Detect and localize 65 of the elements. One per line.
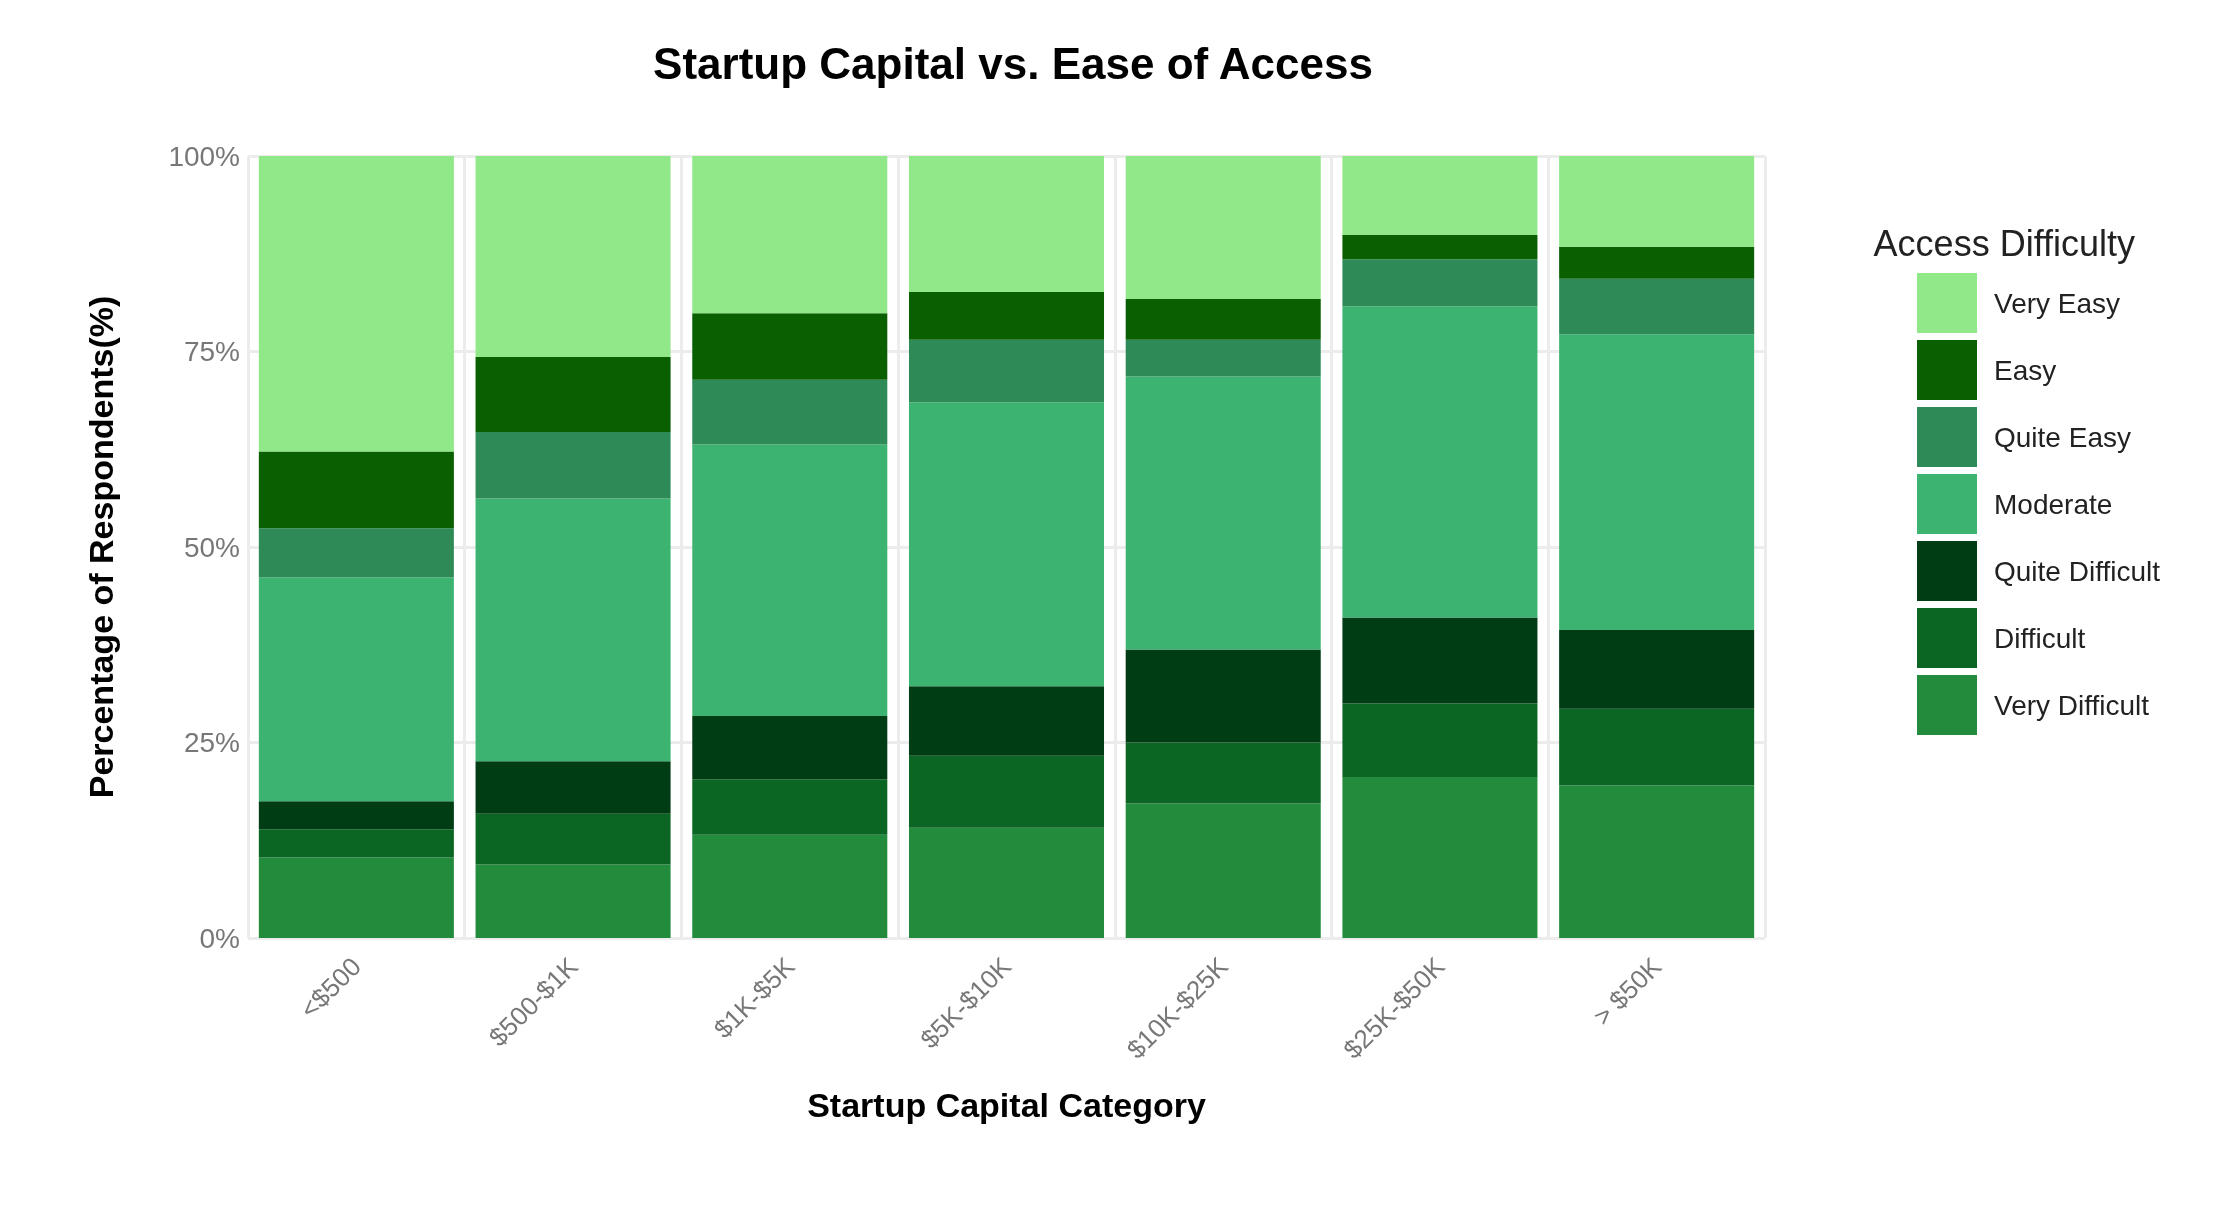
bar	[1125, 803, 1321, 938]
bar	[1342, 259, 1538, 307]
y-tick-label: 100%	[168, 140, 240, 172]
bar	[692, 313, 888, 380]
bar	[908, 402, 1105, 687]
bar	[475, 761, 671, 814]
bar	[692, 379, 888, 445]
bar	[908, 156, 1105, 293]
y-tick-label: 50%	[183, 531, 240, 563]
bar	[1559, 334, 1755, 630]
bar	[258, 829, 454, 858]
legend-label: Very Easy	[1994, 287, 2121, 319]
bar	[475, 864, 671, 938]
bar	[1125, 376, 1321, 650]
bar	[1559, 708, 1755, 786]
bar	[908, 339, 1105, 403]
bar	[1125, 156, 1321, 300]
legend-label: Difficult	[1994, 622, 2086, 654]
bar	[1125, 649, 1321, 743]
bar	[475, 356, 671, 433]
legend-label: Quite Difficult	[1994, 555, 2161, 587]
bar	[1342, 776, 1538, 938]
bar	[475, 498, 671, 762]
bar	[1342, 617, 1538, 704]
legend-label: Moderate	[1994, 488, 2113, 520]
legend-label: Very Difficult	[1994, 689, 2150, 721]
bar	[258, 857, 454, 938]
bar	[908, 755, 1105, 828]
bar	[908, 827, 1105, 938]
bar	[1342, 156, 1538, 235]
bar	[908, 686, 1105, 756]
bar	[908, 292, 1105, 340]
bar	[1559, 785, 1755, 938]
bar	[1342, 306, 1538, 618]
y-tick-label: 25%	[183, 727, 240, 758]
bar	[1342, 234, 1538, 260]
bar	[258, 528, 454, 578]
bar	[1559, 278, 1755, 335]
bar	[692, 156, 888, 314]
bar	[258, 577, 454, 802]
y-tick-label: 75%	[183, 336, 240, 367]
bar	[1125, 299, 1321, 340]
bar	[258, 801, 454, 830]
bar	[692, 779, 888, 835]
y-axis-title: Percentage of Respondents(%)	[82, 295, 120, 799]
bar	[692, 715, 888, 780]
legend-label: Easy	[1994, 354, 2057, 386]
bar	[1559, 156, 1755, 247]
bar	[475, 432, 671, 499]
bar	[692, 444, 888, 716]
bar	[1125, 742, 1321, 804]
chart-title: Startup Capital vs. Ease of Access	[653, 38, 1373, 88]
bar	[258, 451, 454, 529]
bar	[475, 813, 671, 865]
bar	[475, 156, 671, 357]
bar	[1342, 703, 1538, 777]
bar	[692, 834, 888, 938]
legend-title: Access Difficulty	[1873, 222, 2135, 264]
legend-label: Quite Easy	[1994, 421, 2131, 453]
bar	[1559, 629, 1755, 709]
bar	[1125, 339, 1321, 377]
y-tick-label: 0%	[199, 922, 240, 954]
bar	[258, 156, 454, 452]
x-axis-title: Startup Capital Category	[807, 1086, 1206, 1124]
bar	[1559, 246, 1755, 279]
